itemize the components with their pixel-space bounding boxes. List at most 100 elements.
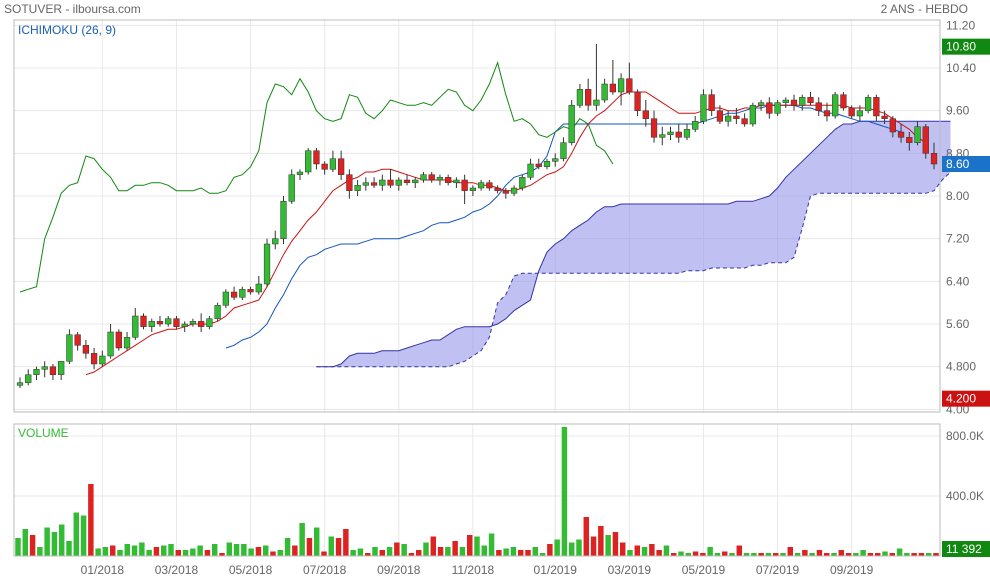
last-price-badge [942,156,990,172]
candle-down [807,97,814,103]
high-price-badge-text: 10.80 [946,40,976,54]
volume-bar [284,538,291,556]
volume-bar [321,551,327,556]
candle-up [181,323,188,327]
volume-bar [445,547,451,556]
candle-up [856,110,864,117]
volume-bar [751,553,757,556]
candle-down [338,158,345,175]
candle-up [66,334,73,362]
candle-up [864,97,872,111]
volume-bar [379,550,386,556]
volume-bar [357,548,364,556]
volume-bar [51,532,58,556]
volume-bar [714,553,721,556]
candle-down [815,102,822,111]
candle-down [90,353,98,365]
volume-bar [474,536,480,556]
x-tick-label: 09/2018 [377,563,421,577]
candle-up [239,289,246,298]
volume-bar [153,547,160,556]
candle-up [305,150,312,173]
candle-down [906,137,913,143]
candle-up [692,121,699,130]
volume-bar [743,553,750,556]
candle-up [576,89,584,106]
volume-bar [845,553,852,556]
x-tick-label: 03/2019 [608,563,652,577]
candle-down [387,179,394,186]
volume-bar [80,515,87,556]
candle-down [650,118,658,138]
candle-down [198,321,205,327]
volume-bar [313,527,320,556]
volume-bar [590,536,597,556]
candlestick-series [16,44,938,388]
candle-down [502,190,509,194]
candle-down [634,91,641,111]
volume-bar [583,517,590,556]
panel-frames [13,19,941,557]
volume-bar [452,541,458,556]
candle-down [626,78,633,93]
candle-up [700,94,707,122]
candle-up [601,83,608,101]
volume-bar [627,550,633,556]
candle-up [552,158,559,162]
price-tick-label: 4.800 [946,360,976,374]
volume-bar [853,553,859,556]
candle-down [930,153,938,165]
candle-up [395,179,402,186]
volume-bar [496,550,502,556]
volume-bar [787,547,794,556]
volume-tick-label: 800.0K [946,429,984,443]
volume-bar [58,524,65,556]
volume-bar [66,541,72,556]
candle-up [107,331,114,357]
candle-up [477,182,485,189]
volume-bar [430,536,437,556]
candle-down [766,102,773,114]
volume-bar [925,553,932,556]
volume-bar [663,545,670,556]
candle-down [675,131,682,138]
candle-down [790,99,798,106]
candle-up [329,158,337,170]
candle-down [873,97,880,117]
x-tick-label: 05/2018 [229,563,273,577]
volume-bar [139,542,145,556]
x-tick-label: 01/2018 [81,563,125,577]
candle-down [403,179,411,183]
candle-up [206,318,213,327]
volume-bar [386,547,393,556]
candle-up [453,179,460,183]
candle-down [230,291,238,298]
candle-up [543,161,551,167]
volume-bar [131,545,138,556]
volume-bar [656,550,662,556]
candle-down [173,318,180,327]
candle-up [362,182,369,186]
price-tick-label: 7.20 [946,232,970,246]
volume-bar [95,548,101,556]
volume-bar [736,545,743,556]
volume-bar [802,550,808,556]
candle-up [412,179,419,183]
volume-bar [29,535,36,556]
volume-bar [692,551,699,556]
volume-bar [918,553,925,556]
candle-up [510,187,518,194]
last-volume-badge [942,541,990,557]
candle-down [140,315,147,327]
candle-up [214,305,221,319]
volume-bar [641,547,648,556]
price-tick-label: 5.60 [946,317,970,331]
volume-bar [685,553,692,556]
volume-bar [401,544,407,556]
volume-bar [262,545,269,556]
candle-up [280,201,287,239]
volume-bar [15,538,21,556]
price-tick-label: 6.40 [946,274,970,288]
volume-bar [605,535,611,556]
volume-bar [233,544,240,556]
